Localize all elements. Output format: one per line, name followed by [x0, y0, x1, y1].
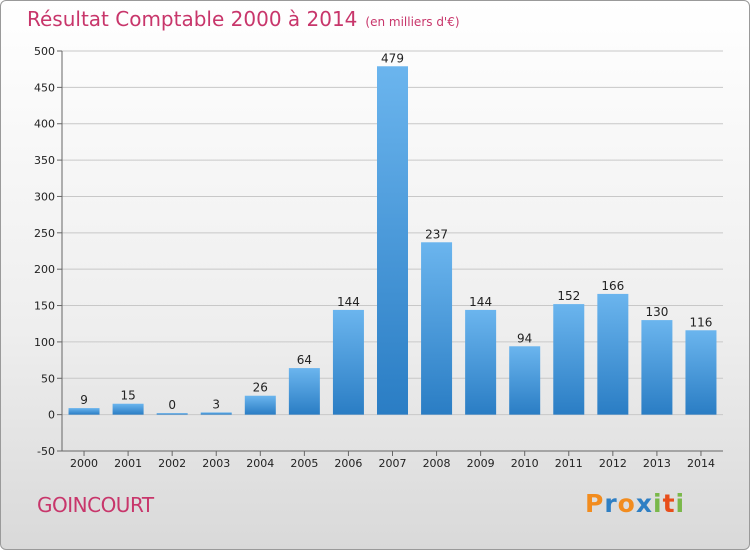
subtitle-text: (en milliers d'€)	[365, 15, 460, 29]
bar	[553, 304, 585, 415]
y-tick-label: 350	[34, 154, 55, 167]
y-tick-label: -50	[37, 445, 55, 458]
x-tick-label: 2008	[423, 457, 451, 470]
chart-title: Résultat Comptable 2000 à 2014 (en millie…	[27, 7, 460, 31]
x-tick-label: 2002	[158, 457, 186, 470]
bar	[112, 403, 144, 415]
x-tick-labels: 2000 2001 2002 2003 2004 2005 2006 2007 2008 2009…	[70, 457, 715, 470]
y-tick-label: 50	[41, 372, 55, 385]
data-label: 166	[601, 279, 624, 293]
data-label: 0	[168, 398, 176, 412]
logo-letter: r	[604, 489, 618, 518]
x-tick-label: 2010	[511, 457, 539, 470]
data-label: 479	[381, 51, 404, 65]
place-name: GOINCOURT	[37, 493, 154, 517]
x-tick-label: 2012	[599, 457, 627, 470]
bar	[597, 293, 629, 415]
data-label: 15	[120, 389, 135, 403]
logo-letter: i	[675, 489, 686, 518]
x-tick-label: 2004	[246, 457, 274, 470]
title-text: Résultat Comptable 2000 à 2014	[27, 7, 358, 31]
y-tick-label: 150	[34, 300, 55, 313]
data-label: 26	[253, 381, 268, 395]
y-tick-label: 300	[34, 190, 55, 203]
logo-letter: i	[653, 489, 663, 518]
y-tick-label: 100	[34, 336, 55, 349]
data-label: 94	[517, 331, 532, 345]
bar	[509, 346, 541, 415]
bar	[332, 309, 364, 415]
y-tick-label: 400	[34, 118, 55, 131]
bars	[68, 66, 717, 415]
logo-letter: t	[662, 489, 676, 518]
bar	[156, 413, 188, 415]
data-labels: 9 15 0 3 26 64 144 479 237 144 94 152 166 130 116	[80, 51, 712, 412]
data-label: 9	[80, 393, 88, 407]
bar	[641, 320, 673, 415]
logo-letter: x	[635, 489, 653, 518]
data-label: 64	[297, 353, 312, 367]
x-tick-label: 2006	[334, 457, 362, 470]
y-tick-labels: -50 0 50 100 150 200 250 300 350 400 450 500	[34, 45, 55, 458]
bar	[377, 66, 408, 415]
data-label: 116	[690, 315, 713, 329]
bar	[68, 408, 100, 415]
bar	[200, 412, 232, 415]
x-tick-label: 2005	[290, 457, 318, 470]
data-label: 3	[212, 397, 220, 411]
data-label: 237	[425, 227, 448, 241]
data-label: 152	[557, 289, 580, 303]
y-tick-label: 0	[48, 409, 55, 422]
x-tick-label: 2009	[467, 457, 495, 470]
y-tick-label: 500	[34, 45, 55, 58]
bar	[244, 395, 276, 415]
data-label: 144	[337, 295, 360, 309]
bar	[465, 309, 497, 415]
logo-letter: P	[585, 489, 605, 518]
y-tick-label: 200	[34, 263, 55, 276]
x-tick-label: 2001	[114, 457, 142, 470]
x-tick-label: 2013	[643, 457, 671, 470]
bar	[288, 368, 320, 415]
logo-letter: o	[617, 489, 636, 518]
axes	[57, 50, 723, 456]
proxiti-logo: Proxiti	[585, 489, 685, 518]
x-tick-label: 2007	[379, 457, 407, 470]
x-tick-label: 2014	[687, 457, 715, 470]
y-tick-label: 250	[34, 227, 55, 240]
data-label: 130	[645, 305, 668, 319]
y-tick-label: 450	[34, 81, 55, 94]
x-tick-label: 2003	[202, 457, 230, 470]
x-tick-label: 2000	[70, 457, 98, 470]
bar	[685, 330, 717, 415]
bar	[421, 242, 453, 415]
x-tick-label: 2011	[555, 457, 583, 470]
data-label: 144	[469, 295, 492, 309]
